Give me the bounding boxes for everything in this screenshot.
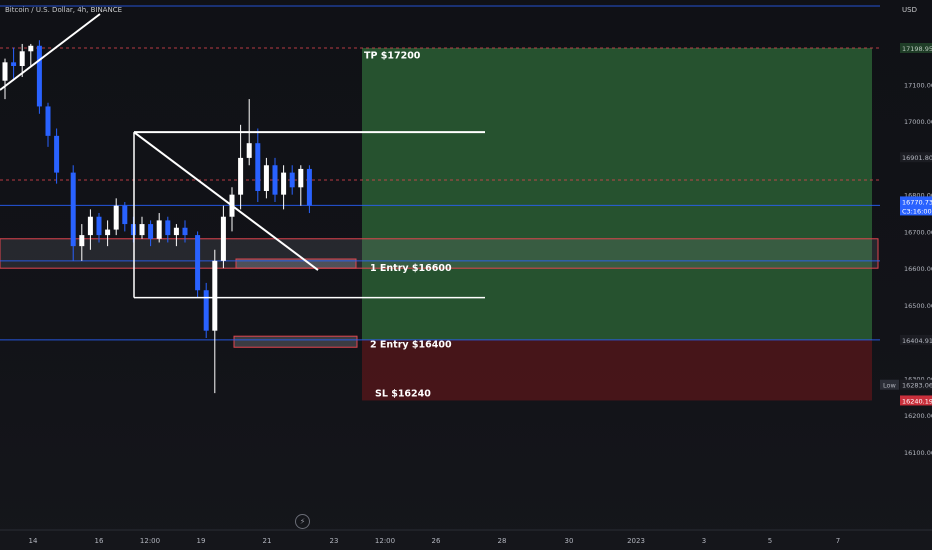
entry-1-marker[interactable] bbox=[235, 258, 357, 269]
x-tick-label: 14 bbox=[29, 537, 38, 545]
candle-body[interactable] bbox=[272, 165, 278, 195]
x-tick-label: 16 bbox=[95, 537, 104, 545]
x-tick-label: 3 bbox=[702, 537, 706, 545]
x-tick-label: 28 bbox=[498, 537, 507, 545]
trend-line-upper[interactable] bbox=[0, 13, 101, 91]
price-label-bg bbox=[900, 43, 932, 53]
entry-1-zone[interactable] bbox=[0, 238, 879, 269]
price-label-bg bbox=[900, 196, 932, 207]
price-label-bg bbox=[900, 334, 932, 345]
x-tick-label: 23 bbox=[330, 537, 339, 545]
candle-body[interactable] bbox=[203, 290, 209, 331]
price-label: 17198.95 bbox=[902, 45, 932, 53]
annotation-label: SL $16240 bbox=[375, 389, 431, 400]
price-label: 16901.80 bbox=[902, 154, 932, 162]
candle-body[interactable] bbox=[255, 143, 261, 191]
candle-body[interactable] bbox=[182, 227, 188, 236]
symbol-title[interactable]: Bitcoin / U.S. Dollar, 4h, BINANCE bbox=[5, 6, 123, 14]
candle-body[interactable] bbox=[173, 227, 179, 236]
annotation-label: 2 Entry $16400 bbox=[370, 340, 452, 351]
annotation-label: 1 Entry $16600 bbox=[370, 263, 452, 274]
candle-body[interactable] bbox=[148, 224, 154, 239]
candle-body[interactable] bbox=[238, 157, 244, 195]
x-tick-label: 12:00 bbox=[375, 537, 395, 545]
x-tick-label: 26 bbox=[432, 537, 441, 545]
candle-body[interactable] bbox=[45, 106, 51, 136]
x-tick-label: 21 bbox=[263, 537, 272, 545]
candle-body[interactable] bbox=[246, 143, 252, 158]
candle-body[interactable] bbox=[36, 45, 42, 107]
y-tick-label: 16800.00 bbox=[904, 192, 932, 200]
candle-body[interactable] bbox=[220, 216, 226, 261]
candle-body[interactable] bbox=[79, 235, 85, 247]
price-label-bg bbox=[900, 205, 932, 216]
y-tick-label: 17000.00 bbox=[904, 118, 932, 126]
candle-body[interactable] bbox=[19, 51, 25, 66]
candle-body[interactable] bbox=[11, 62, 17, 66]
candle-body[interactable] bbox=[87, 216, 93, 236]
y-tick-label: 16700.00 bbox=[904, 228, 932, 236]
y-tick-label: 16300.00 bbox=[904, 375, 932, 383]
take-profit-zone[interactable] bbox=[362, 48, 872, 340]
triangle-diagonal-line[interactable] bbox=[133, 131, 319, 271]
x-tick-label: 5 bbox=[768, 537, 772, 545]
price-label-bg bbox=[900, 395, 932, 406]
low-badge: Low bbox=[883, 382, 896, 390]
candle-body[interactable] bbox=[54, 135, 60, 173]
price-label: 16240.19 bbox=[902, 397, 932, 405]
x-tick-label: 2023 bbox=[627, 537, 645, 545]
y-tick-label: 16500.00 bbox=[904, 302, 932, 310]
x-tick-label: 7 bbox=[836, 537, 840, 545]
price-label: 16283.06 bbox=[902, 382, 932, 390]
candle-body[interactable] bbox=[289, 172, 295, 188]
candle-body[interactable] bbox=[139, 224, 145, 236]
candle-body[interactable] bbox=[70, 172, 76, 247]
candle-body[interactable] bbox=[156, 220, 162, 239]
y-tick-label: 16200.00 bbox=[904, 412, 932, 420]
price-label-bg bbox=[900, 152, 932, 163]
candle-body[interactable] bbox=[105, 229, 111, 236]
candle-body[interactable] bbox=[306, 168, 312, 206]
entry-2-zone[interactable] bbox=[233, 335, 358, 348]
candle-body[interactable] bbox=[212, 260, 218, 331]
candle-body[interactable] bbox=[165, 220, 171, 236]
candle-body[interactable] bbox=[96, 216, 102, 236]
candle-body[interactable] bbox=[113, 205, 119, 230]
y-tick-label: 16100.00 bbox=[904, 449, 932, 457]
price-label-bg bbox=[900, 379, 932, 390]
price-label: C3:16:00 bbox=[902, 207, 932, 215]
x-tick-label: 12:00 bbox=[140, 537, 160, 545]
candle-body[interactable] bbox=[298, 168, 304, 188]
x-tick-label: 30 bbox=[565, 537, 574, 545]
annotation-label: TP $17200 bbox=[364, 51, 421, 62]
y-tick-label: 17100.00 bbox=[904, 81, 932, 89]
candle-body[interactable] bbox=[281, 172, 287, 195]
price-label: 16770.73 bbox=[902, 198, 932, 206]
candle-body[interactable] bbox=[263, 165, 269, 191]
currency-label: USD bbox=[902, 6, 917, 14]
x-tick-label: 19 bbox=[197, 537, 206, 545]
candle-body[interactable] bbox=[122, 205, 128, 225]
candle-body[interactable] bbox=[195, 235, 201, 291]
lightning-bolt-icon[interactable]: ⚡ bbox=[295, 514, 310, 529]
price-label: 16404.91 bbox=[902, 337, 932, 345]
y-tick-label: 16600.00 bbox=[904, 265, 932, 273]
candle-body[interactable] bbox=[2, 62, 8, 81]
stop-loss-zone[interactable] bbox=[362, 339, 872, 401]
candle-body[interactable] bbox=[28, 45, 34, 52]
low-badge-bg bbox=[880, 379, 899, 390]
